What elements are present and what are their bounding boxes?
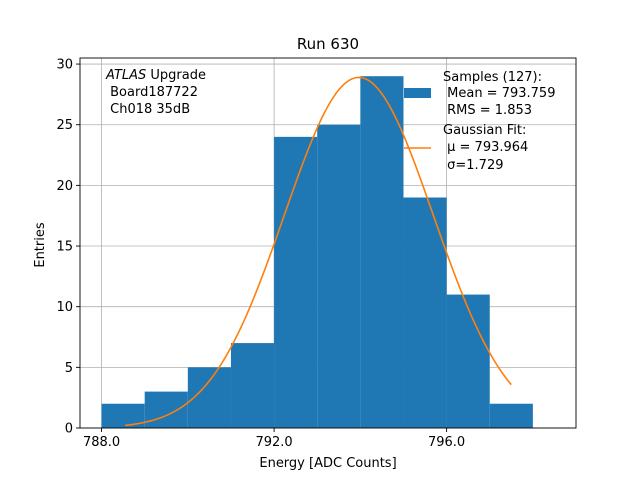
legend-samples-patch (404, 88, 431, 98)
legend-samples-line-1: Samples (127): (443, 70, 542, 85)
y-tick-label: 10 (56, 300, 73, 315)
histogram-bar (230, 343, 275, 428)
y-tick-label: 5 (65, 361, 73, 376)
histogram-bar (360, 76, 404, 429)
y-tick-label: 30 (56, 58, 73, 73)
histogram-bar (403, 197, 447, 428)
plot-frame (79, 57, 577, 429)
histogram-bars (101, 76, 533, 429)
legend-fit-line-1: Gaussian Fit: (443, 123, 526, 138)
gaussian-fit-curve (125, 76, 512, 427)
legend: Samples (127): Mean = 793.759 RMS = 1.85… (404, 70, 555, 173)
atlas-annotation: ATLAS Upgrade Board187722 Ch018 35dB (105, 68, 206, 117)
annotation-line-3: Ch018 35dB (106, 102, 190, 117)
legend-samples-line-2: Mean = 793.759 (443, 86, 555, 101)
histogram-bar (144, 391, 188, 428)
y-axis-label: Entries (33, 222, 48, 268)
y-tick-label: 20 (56, 179, 73, 194)
legend-fit-line-2: μ = 793.964 (443, 140, 528, 155)
histogram-bar (489, 403, 533, 428)
annotation-line-2: Board187722 (106, 85, 198, 100)
legend-samples-line-3: RMS = 1.853 (443, 103, 532, 118)
histogram-bar (317, 124, 361, 428)
x-axis-label: Energy [ADC Counts] (259, 456, 396, 471)
annotation-line-1: ATLAS Upgrade (105, 68, 206, 83)
x-tick-label: 796.0 (428, 435, 465, 450)
histogram-bar (446, 294, 490, 428)
y-tick-label: 25 (56, 118, 73, 133)
legend-fit-line-3: σ=1.729 (443, 158, 503, 173)
x-tick-label: 788.0 (83, 435, 120, 450)
histogram-bar (187, 367, 231, 428)
chart-title: Run 630 (297, 35, 359, 53)
axis-ticks: 788.0 792.0 796.0 0 5 10 15 20 25 30 (56, 58, 465, 450)
y-tick-label: 15 (56, 240, 73, 255)
x-tick-label: 792.0 (255, 435, 292, 450)
histogram-bar (274, 136, 318, 428)
y-tick-label: 0 (65, 422, 73, 437)
